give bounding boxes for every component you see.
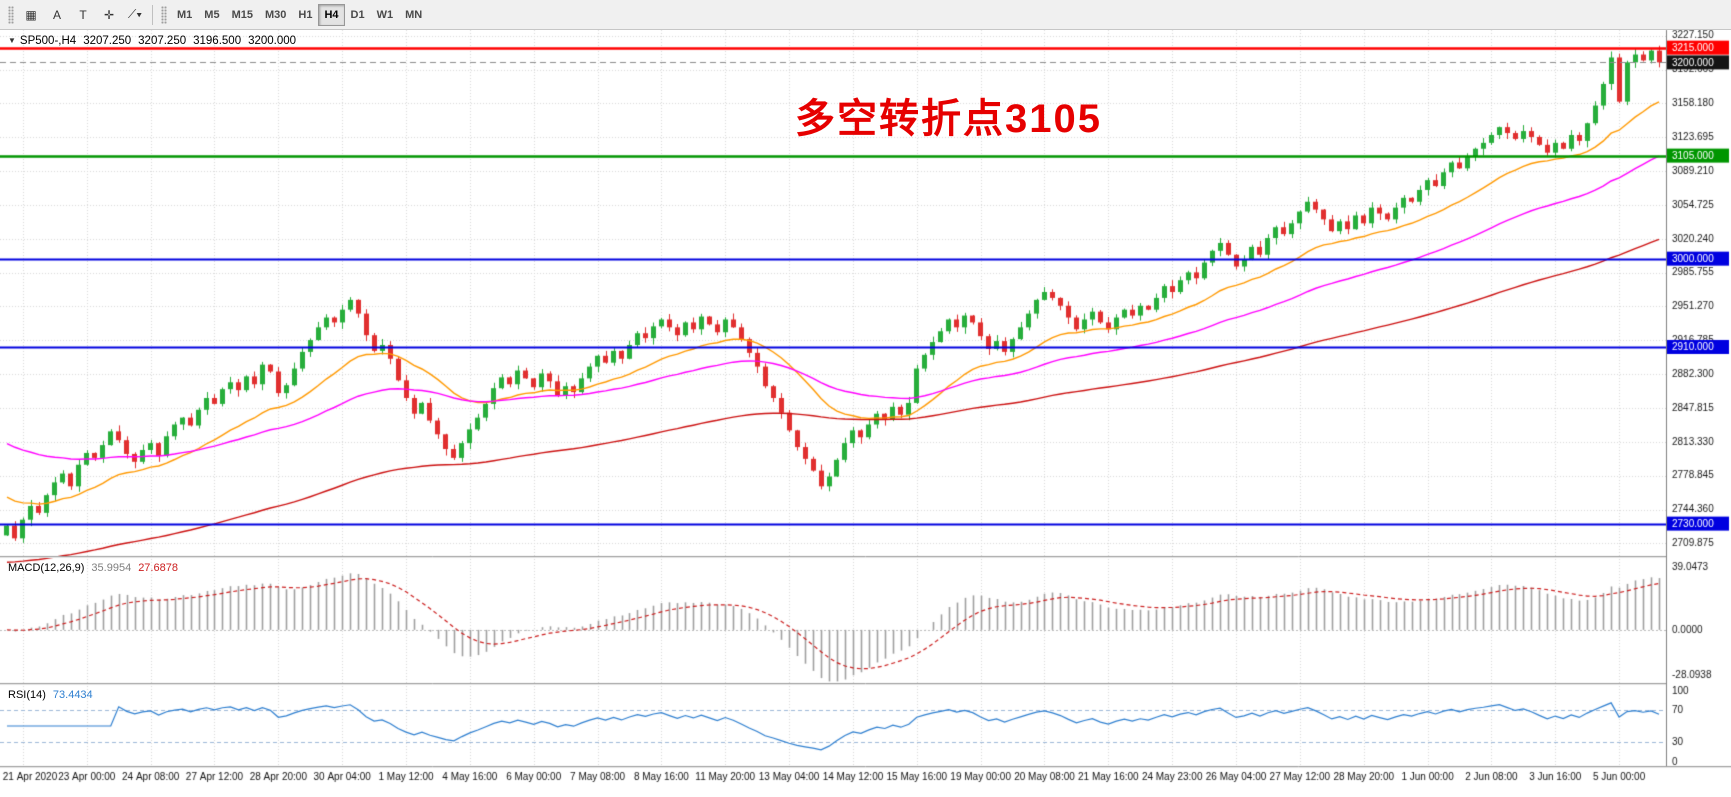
text-tool[interactable]: T [71, 4, 95, 26]
rsi-indicator-label: RSI(14) 73.4434 [8, 689, 93, 701]
macd-signal-value: 27.6878 [138, 562, 178, 574]
timeframe-m15-button[interactable]: M15 [226, 4, 259, 26]
toolbar-separator [152, 4, 153, 25]
timeframe-mn-button[interactable]: MN [399, 4, 428, 26]
arrow-tool[interactable]: A [45, 4, 69, 26]
bar-low: 3196.500 [193, 35, 242, 47]
timeframe-m30-button[interactable]: M30 [259, 4, 292, 26]
timeframe-m1-button[interactable]: M1 [171, 4, 198, 26]
macd-indicator-label: MACD(12,26,9) 35.9954 27.6878 [8, 562, 178, 574]
tools-toolbar: ▦ A T ✛ ⟋▾ [18, 4, 148, 26]
chart-dropdown-icon[interactable]: ▼ [8, 36, 16, 45]
crosshair-icon[interactable]: ✛ [97, 4, 121, 26]
rsi-value: 73.4434 [52, 689, 93, 701]
macd-main-value: 35.9954 [91, 562, 132, 574]
timeframe-toolbar: M1 M5 M15 M30 H1 H4 D1 W1 MN [171, 3, 428, 26]
drawing-tools-dropdown[interactable]: ⟋▾ [123, 4, 147, 26]
symbol-title: ▼ SP500-,H4 3207.250 3207.250 3196.500 3200.0… [8, 35, 296, 47]
rsi-name: RSI(14) [8, 689, 46, 701]
timeframe-h4-button[interactable]: H4 [318, 3, 345, 26]
timeframe-h1-button[interactable]: H1 [292, 4, 318, 26]
timeframe-d1-button[interactable]: D1 [345, 4, 371, 26]
symbol-name: SP500-,H4 [19, 35, 77, 47]
bar-close: 3200.000 [248, 35, 297, 47]
macd-name: MACD(12,26,9) [8, 562, 85, 574]
toolbar-drag-grip[interactable] [8, 5, 14, 24]
chart-windows-icon[interactable]: ▦ [19, 4, 43, 26]
timeframe-m5-button[interactable]: M5 [198, 4, 225, 26]
timeframe-w1-button[interactable]: W1 [371, 4, 400, 26]
bar-high: 3207.250 [138, 35, 187, 47]
annotation-text[interactable]: 多空转折点3105 [795, 97, 1102, 141]
bar-open: 3207.250 [83, 35, 132, 47]
top-toolbar: ▦ A T ✛ ⟋▾ M1 M5 M15 M30 H1 H4 D1 W1 MN [0, 0, 1731, 30]
timeframe-toolbar-grip[interactable] [161, 5, 167, 24]
